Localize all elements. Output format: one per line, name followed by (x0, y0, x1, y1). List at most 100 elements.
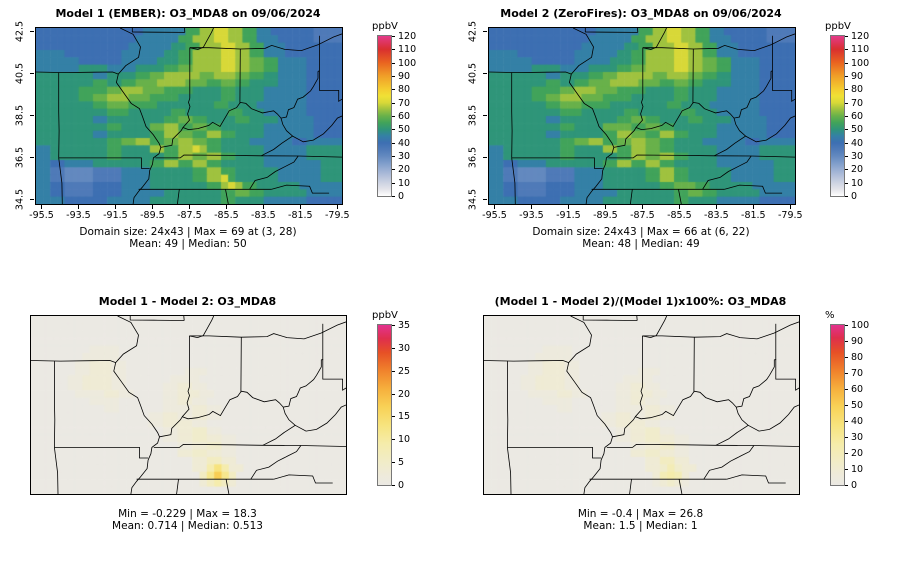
colorbar-gradient (377, 324, 392, 486)
state-border-line (189, 321, 346, 340)
colorbar-tickmark (845, 341, 848, 342)
state-border-line (629, 479, 632, 494)
x-tick-label: -85.5 (214, 210, 239, 221)
x-tick-label: -87.5 (630, 210, 655, 221)
colorbar-tickmark (392, 462, 395, 464)
state-border-line (129, 316, 185, 321)
y-tickmark (30, 73, 34, 75)
colorbar-tick-label: 60 (851, 111, 864, 122)
colorbar-tickmark (845, 76, 848, 77)
state-border-line (182, 47, 191, 128)
colorbar-tickmark (845, 389, 848, 390)
heatmap-raster (489, 28, 795, 204)
state-border-line (160, 71, 319, 148)
colorbar-tick-label: 90 (851, 336, 864, 347)
map-plot-area (30, 315, 347, 495)
colorbar-tickmark (392, 196, 395, 197)
colorbar-tick-label: 40 (851, 416, 864, 427)
y-tick-label: 38.5 (467, 104, 479, 127)
x-tickmark (115, 205, 117, 209)
colorbar-unit-label: ppbV (372, 310, 398, 321)
caption-line1: Domain size: 24x43 | Max = 66 at (6, 22) (532, 226, 750, 238)
colorbar-unit-label: ppbV (825, 21, 851, 32)
colorbar-tickmark (392, 347, 395, 349)
colorbar-tick-label: 5 (398, 457, 405, 469)
x-tickmark (642, 205, 644, 209)
state-borders-overlay (36, 28, 342, 204)
colorbar-tick-label: 80 (851, 84, 864, 96)
map-plot-area (35, 27, 343, 205)
panel-title: (Model 1 - Model 2)/(Model 1)x100%: O3_M… (494, 295, 787, 308)
x-tick-label: -79.5 (325, 210, 350, 221)
state-border-line (584, 28, 638, 33)
state-border-line (182, 335, 190, 417)
colorbar-tickmark (392, 485, 395, 486)
x-tickmark (226, 205, 228, 209)
x-tickmark (753, 205, 755, 209)
colorbar-tick-label: 90 (851, 71, 864, 82)
state-border-line (714, 117, 747, 157)
state-border-line (159, 359, 322, 438)
x-tick-label: -95.5 (482, 210, 507, 221)
panel-title: Model 1 (EMBER): O3_MDA8 on 09/06/2024 (55, 7, 321, 20)
y-tickmark (483, 115, 487, 116)
x-tickmark (716, 205, 718, 209)
x-tick-label: -91.5 (103, 210, 128, 221)
map-plot-area (488, 27, 796, 205)
colorbar-tickmark (392, 49, 395, 51)
x-tick-label: -85.5 (667, 210, 692, 221)
y-tickmark (483, 73, 487, 75)
colorbar-tick-label: 40 (398, 137, 411, 149)
colorbar-tickmark (392, 102, 395, 104)
colorbar-tickmark (392, 370, 395, 372)
colorbar-tickmark (392, 36, 395, 37)
colorbar-tick-label: 30 (398, 342, 411, 354)
colorbar-tickmark (845, 116, 848, 117)
state-border-line (115, 28, 162, 148)
y-tickmark (30, 156, 34, 158)
colorbar-tick-label: 110 (851, 44, 870, 56)
y-tickmark (30, 31, 34, 33)
colorbar-tickmark (845, 36, 848, 37)
colorbar-tick-label: 35 (398, 320, 411, 331)
caption-line2: Mean: 49 | Median: 50 (129, 238, 247, 250)
x-tick-label: -91.5 (556, 210, 581, 221)
x-tickmark (679, 205, 681, 209)
state-border-line (774, 359, 799, 391)
x-tickmark (78, 205, 80, 209)
colorbar-tick-label: 30 (851, 151, 864, 162)
state-border-line (225, 189, 229, 204)
colorbar-tick-label: 25 (398, 365, 411, 377)
state-border-line (249, 155, 299, 190)
colorbar-tickmark (845, 196, 848, 197)
state-border-line (261, 117, 294, 157)
state-border-line (321, 359, 346, 391)
y-tick-label: 40.5 (14, 63, 26, 85)
caption-line1: Domain size: 24x43 | Max = 69 at (3, 28) (79, 226, 297, 238)
colorbar-tickmark (845, 357, 848, 358)
colorbar-tickmark (392, 89, 395, 91)
state-border-line (606, 443, 799, 448)
colorbar-tickmark (845, 62, 848, 64)
state-border-line (113, 316, 160, 437)
x-tickmark (337, 205, 339, 209)
colorbar-tickmark (845, 102, 848, 104)
state-border-line (262, 406, 296, 446)
state-border-line (225, 479, 230, 494)
y-tickmark (30, 198, 34, 200)
y-tick-label: 36.5 (467, 146, 479, 168)
state-border-line (31, 360, 116, 363)
state-border-line (678, 479, 683, 494)
colorbar-tickmark (392, 169, 395, 171)
state-border-line (318, 70, 342, 103)
state-border-line (36, 71, 119, 75)
colorbar-gradient (830, 324, 845, 486)
state-border-line (189, 28, 214, 50)
state-border-line (583, 436, 613, 494)
state-border-line (54, 447, 59, 494)
x-tick-label: -83.5 (704, 210, 729, 221)
y-tick-label: 34.5 (467, 188, 479, 210)
colorbar-tickmark (845, 156, 848, 157)
state-border-line (635, 47, 644, 128)
caption-line2: Mean: 0.714 | Median: 0.513 (112, 520, 263, 532)
